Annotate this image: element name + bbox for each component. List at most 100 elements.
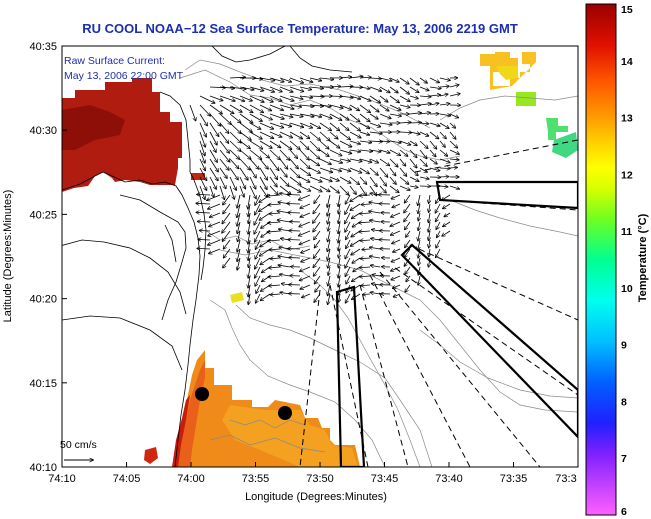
current-vector xyxy=(449,149,459,154)
current-vector xyxy=(239,122,252,132)
sst-patch-offshore-yellow xyxy=(496,66,518,80)
current-vector xyxy=(269,77,284,82)
current-vector xyxy=(389,141,401,143)
current-vector xyxy=(338,257,340,268)
current-vector xyxy=(409,167,418,176)
transect-east xyxy=(435,180,578,210)
current-vector xyxy=(255,194,261,205)
current-vector xyxy=(259,212,271,220)
y-tick-label: 40:25 xyxy=(29,209,57,221)
current-vector xyxy=(349,131,361,138)
current-vector xyxy=(302,293,311,297)
current-vector xyxy=(328,293,331,304)
sst-patch-offshore-green xyxy=(516,92,536,106)
current-vector xyxy=(269,122,283,128)
current-vector xyxy=(254,212,261,225)
current-vector xyxy=(279,131,292,138)
current-vector xyxy=(359,113,370,122)
current-vector xyxy=(248,212,250,223)
current-vector xyxy=(418,203,420,213)
current-vector xyxy=(436,194,441,203)
current-vector xyxy=(391,266,401,271)
current-vector xyxy=(392,239,401,244)
current-vector xyxy=(363,294,371,295)
current-vector xyxy=(208,203,221,209)
current-vector xyxy=(391,194,401,199)
current-vector xyxy=(371,265,381,267)
current-vector xyxy=(349,167,362,173)
current-vector xyxy=(219,113,231,124)
current-vector xyxy=(319,78,334,80)
current-vector xyxy=(439,94,448,96)
current-vector xyxy=(359,122,370,128)
current-vector xyxy=(319,113,332,119)
current-vector xyxy=(299,230,311,236)
current-vector xyxy=(287,203,301,204)
current-vector xyxy=(405,239,411,247)
colorbar-tick-label: 15 xyxy=(621,4,633,16)
current-vector xyxy=(309,167,320,173)
current-vector xyxy=(219,131,229,143)
current-vector xyxy=(289,176,301,185)
current-vector xyxy=(349,158,362,161)
current-vector xyxy=(268,240,281,241)
current-vector xyxy=(248,275,250,288)
current-vector xyxy=(328,221,330,231)
current-vector xyxy=(399,167,407,176)
current-vector xyxy=(409,140,417,145)
current-vector xyxy=(198,221,211,222)
current-vector xyxy=(259,140,272,148)
current-vector xyxy=(369,141,382,142)
current-vector xyxy=(209,131,217,145)
current-vector xyxy=(419,86,429,91)
current-vector xyxy=(319,185,330,192)
current-vector xyxy=(199,176,207,190)
current-vector xyxy=(314,194,321,203)
current-vector xyxy=(222,230,231,241)
current-vector xyxy=(346,239,351,248)
current-vector xyxy=(315,284,321,292)
current-vector xyxy=(219,140,229,153)
current-vector xyxy=(349,140,360,144)
colorbar-ticks: 15 14 13 12 11 10 9 8 7 6 xyxy=(621,4,633,518)
current-vector xyxy=(346,284,351,293)
sst-patch-coast-red xyxy=(172,395,190,467)
current-vector xyxy=(327,194,331,207)
current-vector xyxy=(419,158,427,166)
colorbar-tick-label: 12 xyxy=(621,169,633,181)
sst-patch-south-red xyxy=(144,447,158,464)
current-vector xyxy=(439,122,449,128)
current-vector xyxy=(249,113,262,121)
current-vector xyxy=(370,256,381,258)
colorbar-tick-label: 13 xyxy=(621,113,633,125)
current-vector xyxy=(248,239,250,253)
current-vector xyxy=(299,86,311,90)
current-vector xyxy=(269,140,281,148)
current-vector xyxy=(379,141,390,142)
current-vector xyxy=(349,122,360,131)
current-vector xyxy=(359,158,372,162)
current-vector xyxy=(360,258,371,259)
bathymetry-layer xyxy=(179,59,578,467)
current-vector xyxy=(229,140,241,151)
current-vector xyxy=(393,248,401,252)
current-vector xyxy=(419,140,428,148)
current-vector xyxy=(289,149,297,158)
current-vector xyxy=(404,212,411,222)
current-vector xyxy=(345,221,351,232)
current-vector xyxy=(329,176,339,181)
x-tick-label: 73:40 xyxy=(435,473,463,485)
current-vector xyxy=(254,221,261,234)
current-vector xyxy=(369,78,381,79)
current-vector xyxy=(429,77,439,83)
colorbar xyxy=(585,3,617,516)
current-vector xyxy=(260,293,271,300)
current-vector xyxy=(269,95,282,101)
current-vector xyxy=(389,149,400,155)
current-vector xyxy=(391,257,401,262)
current-vector xyxy=(328,230,331,242)
current-vector xyxy=(299,194,311,200)
current-vector xyxy=(239,167,248,180)
current-vector xyxy=(393,293,401,297)
current-vector xyxy=(328,266,330,275)
